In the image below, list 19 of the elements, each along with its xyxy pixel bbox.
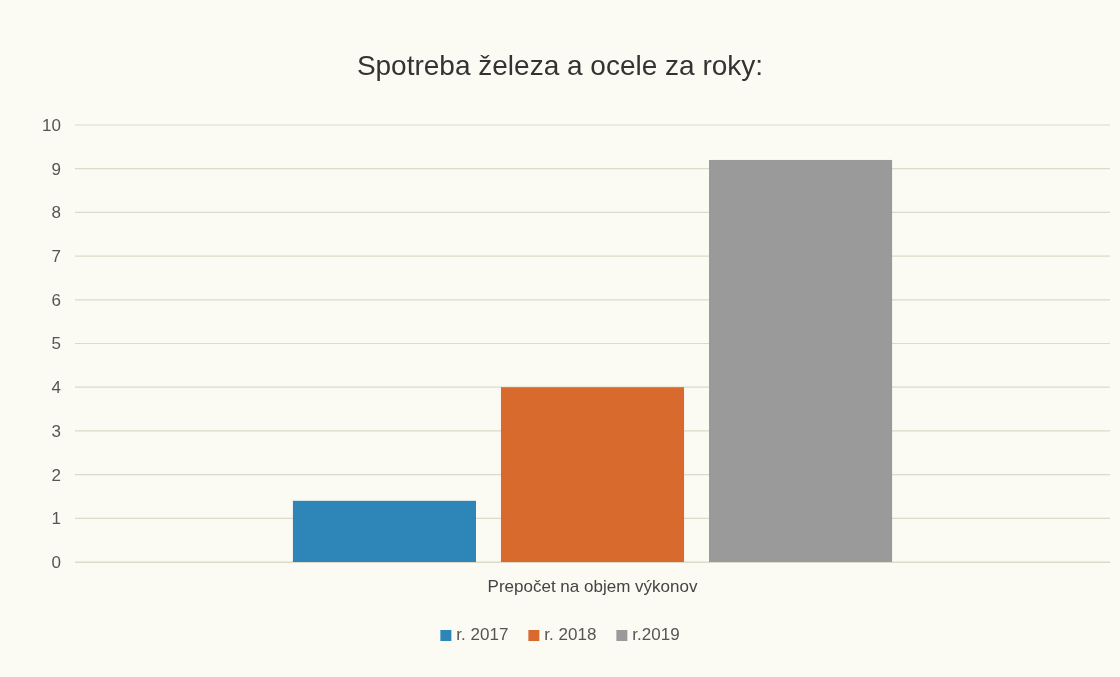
y-tick-label: 9 <box>51 159 61 179</box>
x-tick-label: Prepočet na objem výkonov <box>487 577 698 597</box>
chart-title: Spotreba železa a ocele za roky: <box>356 50 764 81</box>
y-tick-label: 10 <box>42 115 61 135</box>
bar <box>709 159 893 562</box>
legend-label: r. 2018 <box>544 625 597 644</box>
legend-label: r. 2017 <box>456 625 509 644</box>
y-tick-label: 8 <box>51 203 61 223</box>
y-tick-label: 7 <box>51 247 61 267</box>
bar <box>292 500 476 562</box>
y-tick-label: 0 <box>51 552 61 572</box>
y-tick-label: 1 <box>51 509 61 529</box>
y-tick-label: 2 <box>51 465 61 485</box>
y-tick-label: 6 <box>51 290 61 310</box>
y-tick-label: 4 <box>51 378 61 398</box>
bar <box>500 387 685 562</box>
y-tick-label: 5 <box>51 334 61 354</box>
legend-label: r.2019 <box>632 625 680 644</box>
y-tick-label: 3 <box>51 421 61 441</box>
